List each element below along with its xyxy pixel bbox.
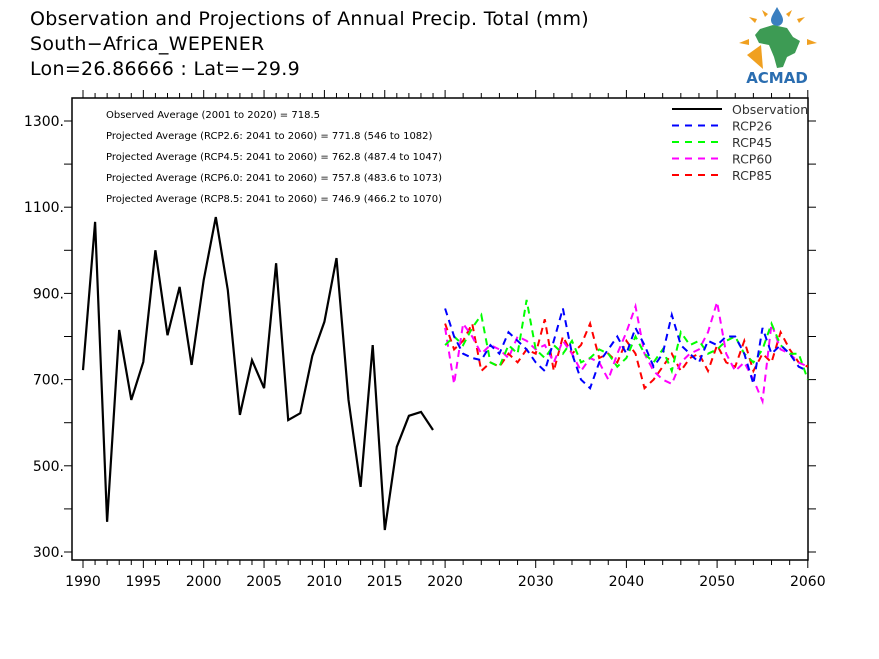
coordinates: Lon=26.86666 : Lat=−29.9 (30, 58, 300, 80)
legend-label: RCP85 (732, 168, 772, 183)
plot-frame (71, 97, 809, 561)
average-annotation: Projected Average (RCP8.5: 2041 to 2060)… (106, 194, 442, 205)
x-tick-label: 2040 (609, 574, 645, 590)
y-tick-label: 700. (33, 373, 64, 389)
y-tick-label: 1300. (24, 114, 64, 130)
x-tick-label: 2005 (246, 574, 282, 590)
y-tick-label: 1100. (24, 200, 64, 216)
y-tick-label: 300. (33, 545, 64, 561)
series-line-observation (81, 216, 434, 531)
average-annotation: Projected Average (RCP2.6: 2041 to 2060)… (106, 131, 433, 142)
average-annotation: Projected Average (RCP6.0: 2041 to 2060)… (106, 173, 442, 184)
legend-label: RCP60 (732, 152, 772, 167)
series-line-rcp85 (444, 319, 809, 391)
x-tick-label: 1995 (126, 574, 162, 590)
average-annotation: Observed Average (2001 to 2020) = 718.5 (106, 110, 320, 121)
chart-title: Observation and Projections of Annual Pr… (30, 8, 589, 30)
average-annotation: Projected Average (RCP4.5: 2041 to 2060)… (106, 152, 442, 163)
x-tick-label: 2030 (518, 574, 554, 590)
x-tick-label: 2010 (307, 574, 343, 590)
location-name: South−Africa_WEPENER (30, 33, 265, 55)
legend-label: Observation (732, 102, 808, 117)
x-tick-label: 2020 (427, 574, 463, 590)
x-tick-label: 2015 (367, 574, 403, 590)
series-line-rcp60 (444, 301, 809, 405)
x-tick-label: 2050 (699, 574, 735, 590)
x-tick-label: 1990 (65, 574, 101, 590)
acmad-logo: ACMAD (739, 7, 817, 85)
legend-label: RCP26 (732, 119, 772, 134)
logo-text: ACMAD (746, 69, 808, 85)
x-tick-label: 2060 (790, 574, 826, 590)
x-tick-label: 2000 (186, 574, 222, 590)
legend-label: RCP45 (732, 135, 772, 150)
y-tick-label: 500. (33, 459, 64, 475)
series-line-rcp45 (444, 299, 809, 380)
series-line-rcp26 (444, 308, 809, 390)
y-tick-label: 900. (33, 286, 64, 302)
